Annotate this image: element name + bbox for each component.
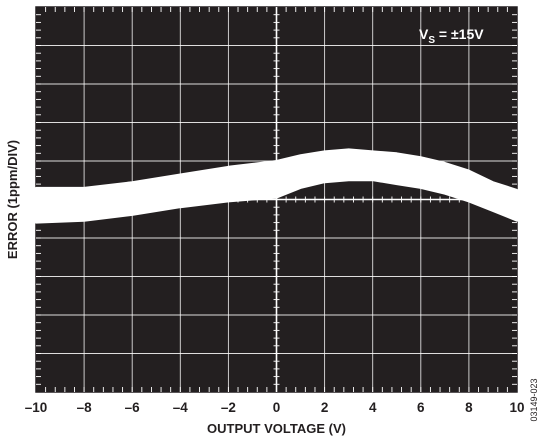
x-tick-label: 8 [465,400,473,415]
x-tick-labels: –10 –8 –6 –4 –2 0 2 4 6 8 10 [25,400,525,415]
figure-id: 03149-023 [529,378,539,421]
x-tick-label: 2 [321,400,329,415]
x-tick-label: 10 [509,400,524,415]
x-tick-label: –6 [125,400,141,415]
error-band [35,148,518,224]
x-tick-label: –4 [173,400,189,415]
y-axis-label: ERROR (1ppm/DIV) [5,140,20,259]
x-tick-label: 4 [369,400,377,415]
x-axis-label: OUTPUT VOLTAGE (V) [207,421,346,436]
x-tick-label: –8 [77,400,93,415]
x-tick-label: –10 [25,400,48,415]
x-tick-label: 0 [273,400,281,415]
x-tick-label: –2 [221,400,236,415]
supply-voltage-annotation: VS = ±15V [419,26,484,46]
x-tick-label: 6 [417,400,425,415]
series-layer [35,148,518,224]
